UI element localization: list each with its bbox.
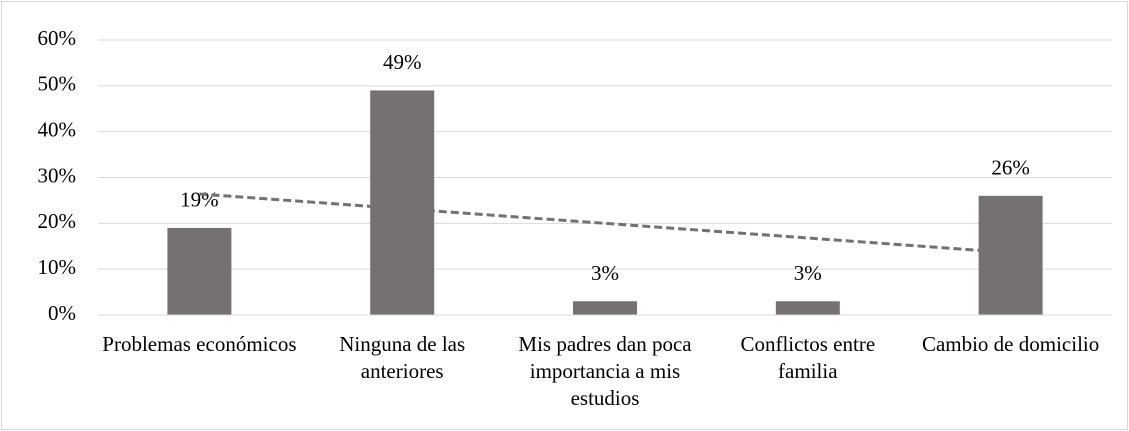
trendline bbox=[199, 192, 1011, 255]
bar bbox=[573, 301, 637, 315]
y-tick-label: 10% bbox=[38, 255, 77, 279]
y-tick-label: 30% bbox=[38, 163, 77, 187]
x-tick-label: Problemas económicos bbox=[102, 332, 297, 356]
y-tick-label: 20% bbox=[38, 209, 77, 233]
bar bbox=[370, 90, 435, 316]
value-label: 3% bbox=[794, 261, 822, 285]
x-tick-label: Cambio de domicilio bbox=[921, 332, 1100, 356]
y-tick-label: 50% bbox=[38, 72, 77, 96]
value-label: 49% bbox=[383, 50, 422, 74]
x-tick-label: Mis padres dan poca importancia a mis es… bbox=[518, 332, 692, 410]
y-tick-label: 60% bbox=[38, 26, 77, 50]
x-tick-label: Conflictos entre familia bbox=[740, 332, 876, 383]
bar bbox=[978, 195, 1043, 315]
value-label: 3% bbox=[591, 261, 619, 285]
x-tick-label: Ninguna de las anteriores bbox=[339, 332, 466, 383]
value-label: 26% bbox=[991, 156, 1030, 180]
y-tick-label: 0% bbox=[48, 301, 76, 325]
y-tick-label: 40% bbox=[38, 117, 77, 141]
bar bbox=[167, 227, 232, 315]
bar bbox=[775, 301, 840, 315]
value-label: 19% bbox=[180, 188, 219, 212]
